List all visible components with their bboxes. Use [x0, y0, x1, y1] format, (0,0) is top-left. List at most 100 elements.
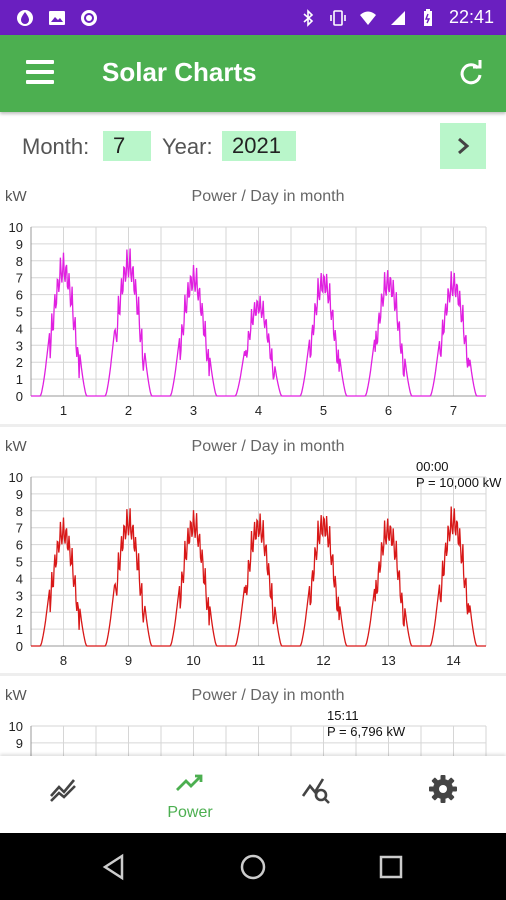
- y-tick-label: 0: [16, 639, 23, 654]
- day-power-curve: [226, 513, 291, 647]
- nav-multi-line-chart[interactable]: [0, 756, 126, 833]
- power-chart-2: kW Power / Day in month 10 9 8 7 6 5 4 3 2 1 0 8 9 10…: [0, 434, 506, 674]
- multi-line-chart-icon: [50, 779, 76, 802]
- y-tick-label: 6: [16, 288, 23, 303]
- day-power-curve: [161, 510, 226, 647]
- battery-icon: [423, 8, 432, 26]
- trending-up-icon: [176, 774, 203, 791]
- day-power-curve: [291, 515, 356, 647]
- app-title: Solar Charts: [102, 57, 257, 87]
- y-tick-label: 8: [16, 504, 23, 519]
- refresh-icon[interactable]: [456, 59, 486, 89]
- chart-unit: kW: [5, 438, 27, 455]
- y-tick-label: 8: [16, 254, 23, 269]
- x-tick-label: 14: [446, 653, 460, 668]
- nav-power[interactable]: Power: [127, 756, 253, 833]
- y-tick-label: 6: [16, 538, 23, 553]
- y-tick-label: 10: [9, 470, 23, 485]
- y-tick-label: 7: [16, 521, 23, 536]
- image-icon: [49, 11, 65, 25]
- x-tick-label: 2: [125, 403, 132, 418]
- power-chart-1: kW Power / Day in month 10 9 8 7 6 5 4 3 2 1 0 1 2 3 4…: [0, 184, 506, 424]
- day-power-curve: [31, 252, 96, 397]
- x-tick-label: 5: [320, 403, 327, 418]
- bluetooth-icon: [303, 8, 314, 27]
- chart-plot[interactable]: 10 9 15:11P = 6,796 kW: [0, 683, 506, 756]
- status-bar: 22:41: [0, 0, 506, 35]
- day-power-curve: [356, 270, 421, 397]
- year-field[interactable]: 2021: [222, 131, 296, 161]
- chart-unit: kW: [5, 188, 27, 205]
- x-tick-label: 9: [125, 653, 132, 668]
- wifi-icon: [359, 11, 376, 25]
- y-tick-label: 2: [16, 605, 23, 620]
- y-tick-label: 2: [16, 355, 23, 370]
- day-power-curve: [31, 517, 96, 647]
- x-tick-label: 12: [316, 653, 330, 668]
- y-tick-label: 1: [16, 622, 23, 637]
- y-tick-label: 10: [9, 719, 23, 734]
- chart-unit: kW: [5, 687, 27, 704]
- menu-icon[interactable]: [26, 60, 54, 86]
- y-tick-label: 4: [16, 571, 23, 586]
- month-field[interactable]: 7: [103, 131, 151, 161]
- y-tick-label: 4: [16, 321, 23, 336]
- day-power-curve: [226, 295, 291, 397]
- tooltip-value: P = 6,796 kW: [327, 724, 406, 739]
- recents-icon[interactable]: [375, 851, 407, 883]
- nav-settings[interactable]: [380, 756, 506, 833]
- y-tick-label: 9: [16, 736, 23, 751]
- y-tick-label: 3: [16, 588, 23, 603]
- tooltip-value: P = 10,000 kW: [416, 475, 502, 490]
- year-label: Year:: [162, 134, 213, 159]
- y-tick-label: 0: [16, 389, 23, 404]
- x-tick-label: 4: [255, 403, 262, 418]
- y-tick-label: 1: [16, 372, 23, 387]
- y-tick-label: 9: [16, 237, 23, 252]
- x-tick-label: 13: [381, 653, 395, 668]
- bottom-navigation: Power: [0, 756, 506, 833]
- x-tick-label: 10: [186, 653, 200, 668]
- nav-power-label: Power: [167, 804, 213, 821]
- chart-search-icon: [301, 778, 330, 804]
- chart-divider: [0, 673, 506, 676]
- chart-title: Power / Day in month: [191, 188, 345, 205]
- nav-chart-search[interactable]: [253, 756, 379, 833]
- chart-title: Power / Day in month: [191, 687, 345, 704]
- gear-icon: [429, 775, 457, 803]
- date-controls: Month: 7 Year: 2021: [0, 112, 506, 184]
- app-bar: Solar Charts: [0, 35, 506, 112]
- day-power-curve: [421, 506, 486, 647]
- signal-icon: [390, 10, 405, 25]
- chart-divider: [0, 424, 506, 427]
- day-power-curve: [356, 518, 421, 647]
- y-tick-label: 10: [9, 220, 23, 235]
- month-label: Month:: [22, 134, 90, 159]
- tooltip-time: 00:00: [416, 459, 449, 474]
- y-tick-label: 5: [16, 555, 23, 570]
- day-power-curve: [421, 271, 486, 397]
- system-navigation: [0, 833, 506, 900]
- water-drop-icon: [17, 10, 33, 26]
- day-power-curve: [161, 264, 226, 397]
- x-tick-label: 3: [190, 403, 197, 418]
- x-tick-label: 6: [385, 403, 392, 418]
- back-icon[interactable]: [98, 851, 130, 883]
- y-tick-label: 5: [16, 305, 23, 320]
- chevron-right-icon: [458, 137, 470, 155]
- chart-title: Power / Day in month: [191, 438, 345, 455]
- y-tick-label: 3: [16, 338, 23, 353]
- status-time: 22:41: [448, 7, 494, 27]
- x-tick-label: 11: [252, 653, 266, 668]
- y-tick-label: 7: [16, 271, 23, 286]
- tooltip-time: 15:11: [327, 708, 359, 723]
- power-chart-3: kW Power / Day in month 10 9 15:11 P = 6,79…: [0, 683, 506, 756]
- circle-app-icon: [81, 10, 97, 26]
- vibrate-icon: [330, 9, 346, 26]
- next-month-button[interactable]: [440, 123, 486, 169]
- day-power-curve: [96, 508, 161, 647]
- x-tick-label: 1: [60, 403, 67, 418]
- home-icon[interactable]: [237, 851, 269, 883]
